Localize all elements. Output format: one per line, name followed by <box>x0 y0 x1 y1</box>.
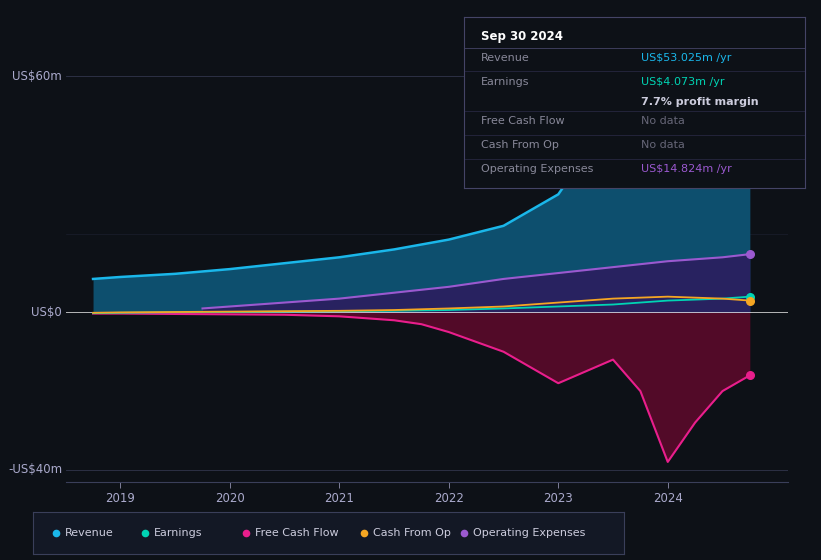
Text: Revenue: Revenue <box>66 529 114 538</box>
Text: No data: No data <box>641 140 685 150</box>
Text: US$53.025m /yr: US$53.025m /yr <box>641 53 732 63</box>
Text: 7.7% profit margin: 7.7% profit margin <box>641 97 759 107</box>
Point <box>743 250 756 259</box>
Text: Free Cash Flow: Free Cash Flow <box>255 529 338 538</box>
Text: Sep 30 2024: Sep 30 2024 <box>481 30 563 44</box>
Text: No data: No data <box>641 116 685 126</box>
Point <box>743 371 756 380</box>
Point <box>743 99 756 108</box>
Point <box>743 296 756 305</box>
Text: -US$40m: -US$40m <box>8 463 62 477</box>
Text: Free Cash Flow: Free Cash Flow <box>481 116 565 126</box>
Text: Cash From Op: Cash From Op <box>481 140 559 150</box>
Text: US$14.824m /yr: US$14.824m /yr <box>641 164 732 174</box>
Text: US$60m: US$60m <box>12 70 62 83</box>
Text: Earnings: Earnings <box>154 529 203 538</box>
Text: US$4.073m /yr: US$4.073m /yr <box>641 77 725 87</box>
Text: Earnings: Earnings <box>481 77 530 87</box>
Text: Cash From Op: Cash From Op <box>373 529 451 538</box>
Text: Operating Expenses: Operating Expenses <box>473 529 585 538</box>
Text: Revenue: Revenue <box>481 53 530 63</box>
Text: Operating Expenses: Operating Expenses <box>481 164 594 174</box>
Text: US$0: US$0 <box>31 306 62 319</box>
Point <box>743 292 756 301</box>
